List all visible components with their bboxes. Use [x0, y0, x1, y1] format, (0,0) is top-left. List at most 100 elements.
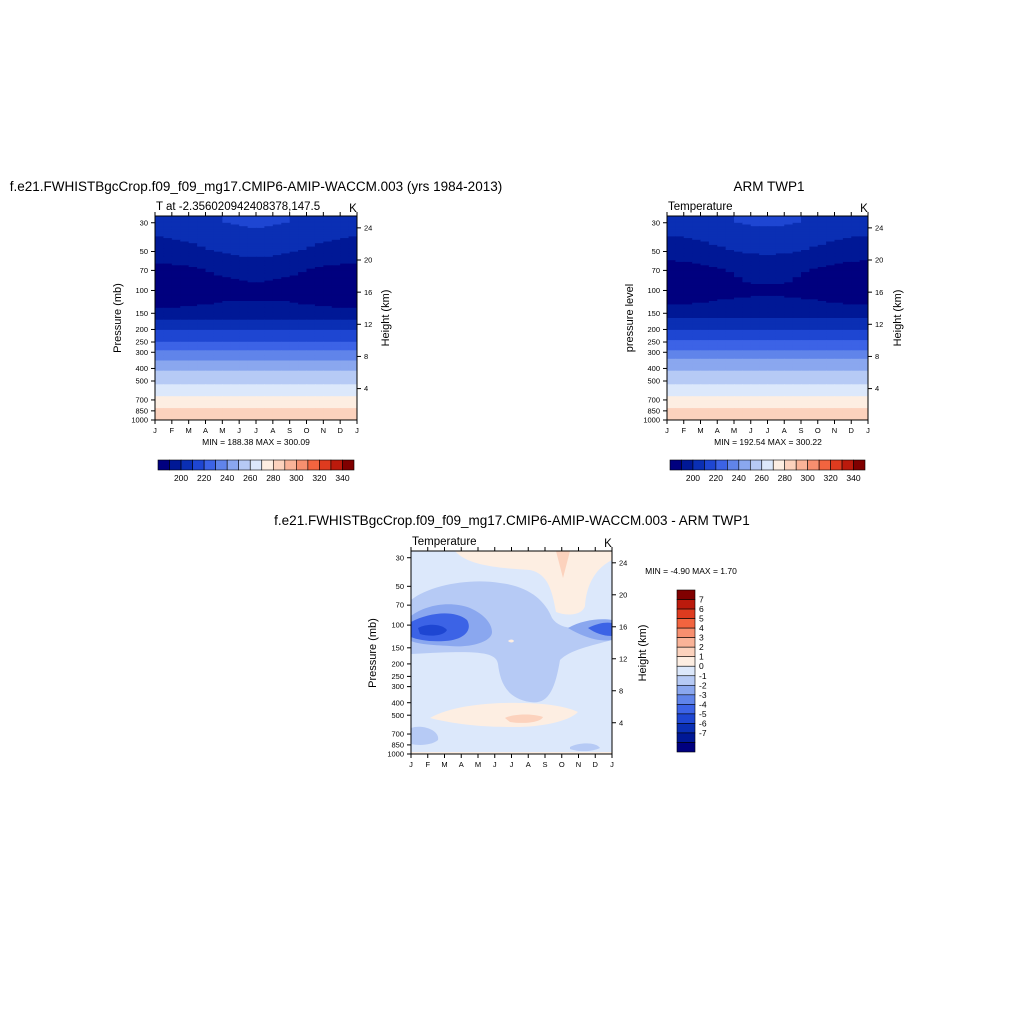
contour-cell	[171, 246, 181, 249]
contour-cell	[298, 392, 308, 396]
contour-cell	[708, 278, 718, 282]
contour-cell	[306, 219, 316, 222]
contour-cell	[230, 343, 240, 346]
contour-cell	[725, 312, 735, 316]
contour-cell	[197, 289, 207, 292]
contour-cell	[775, 355, 785, 358]
contour-cell	[298, 394, 308, 397]
contour-cell	[205, 263, 215, 266]
contour-cell	[256, 226, 266, 229]
contour-cell	[826, 260, 836, 263]
contour-cell	[239, 318, 249, 321]
contour-cell	[700, 216, 710, 219]
contour-cell	[817, 239, 827, 243]
contour-cell	[180, 387, 190, 390]
contour-cell	[700, 329, 710, 333]
contour-cell	[809, 343, 819, 346]
contour-cell	[171, 357, 181, 360]
contour-cell	[683, 260, 693, 263]
contour-cell	[767, 302, 777, 305]
contour-cell	[725, 268, 735, 271]
contour-cell	[314, 404, 324, 407]
contour-cell	[239, 314, 249, 317]
contour-cell	[188, 294, 198, 297]
contour-cell	[314, 362, 324, 365]
contour-cell	[834, 287, 844, 290]
contour-cell	[801, 309, 810, 312]
contour-cell	[851, 282, 861, 285]
contour-cell	[281, 234, 291, 237]
contour-cell	[180, 273, 190, 277]
contour-cell	[272, 239, 282, 243]
contour-cell	[197, 233, 207, 236]
contour-cell	[213, 265, 223, 268]
contour-cell	[163, 231, 173, 234]
contour-cell	[256, 301, 266, 304]
contour-cell	[180, 362, 190, 365]
contour-cell	[792, 341, 802, 345]
contour-cell	[264, 268, 274, 271]
contour-cell	[222, 341, 232, 345]
contour-cell	[289, 408, 299, 411]
contour-cell	[272, 338, 282, 341]
contour-cell	[851, 287, 861, 290]
contour-cell	[742, 221, 752, 224]
contour-cell	[842, 297, 852, 300]
contour-cell	[700, 323, 710, 326]
contour-cell	[851, 335, 861, 338]
contour-cell	[767, 258, 777, 261]
contour-cell	[323, 343, 333, 346]
contour-cell	[692, 275, 702, 278]
contour-cell	[213, 340, 223, 343]
contour-cell	[717, 312, 727, 316]
contour-cell	[775, 256, 785, 260]
contour-cell	[171, 372, 181, 375]
contour-cell	[247, 265, 257, 268]
contour-cell	[759, 263, 769, 266]
contour-cell	[314, 292, 324, 295]
colorbar-label: 340	[335, 473, 349, 483]
contour-cell	[817, 294, 827, 297]
x-tick-label: A	[203, 426, 208, 435]
contour-cell	[163, 312, 173, 316]
contour-cell	[742, 355, 752, 358]
contour-cell	[323, 377, 333, 380]
contour-cell	[188, 301, 198, 304]
contour-cell	[717, 280, 727, 283]
contour-cell	[834, 282, 844, 285]
contour-cell	[163, 280, 173, 283]
contour-cell	[222, 329, 232, 333]
contour-cell	[331, 233, 341, 236]
contour-cell	[834, 304, 844, 307]
contour-cell	[230, 353, 240, 356]
contour-cell	[298, 367, 308, 370]
contour-cell	[851, 277, 861, 280]
contour-cell	[792, 307, 802, 311]
contour-cell	[213, 333, 223, 336]
contour-cell	[247, 345, 257, 348]
contour-cell	[247, 306, 257, 309]
contour-cell	[851, 289, 861, 292]
contour-cell	[213, 251, 223, 254]
contour-cell	[809, 289, 819, 292]
contour-cell	[306, 297, 316, 300]
contour-cell	[667, 285, 676, 288]
contour-cell	[801, 248, 810, 251]
contour-cell	[692, 233, 702, 236]
contour-cell	[708, 287, 718, 290]
contour-cell	[306, 389, 316, 392]
contour-cell	[784, 270, 794, 273]
contour-cell	[222, 391, 232, 394]
contour-cell	[734, 289, 743, 292]
contour-cell	[230, 372, 240, 375]
contour-cell	[826, 246, 836, 249]
contour-cell	[842, 241, 852, 244]
contour-cell	[692, 355, 702, 358]
contour-cell	[155, 380, 165, 384]
contour-cell	[675, 246, 685, 249]
contour-cell	[289, 231, 299, 234]
contour-cell	[817, 301, 827, 304]
contour-cell	[667, 244, 676, 248]
contour-cell	[759, 328, 769, 331]
contour-cell	[725, 238, 735, 241]
